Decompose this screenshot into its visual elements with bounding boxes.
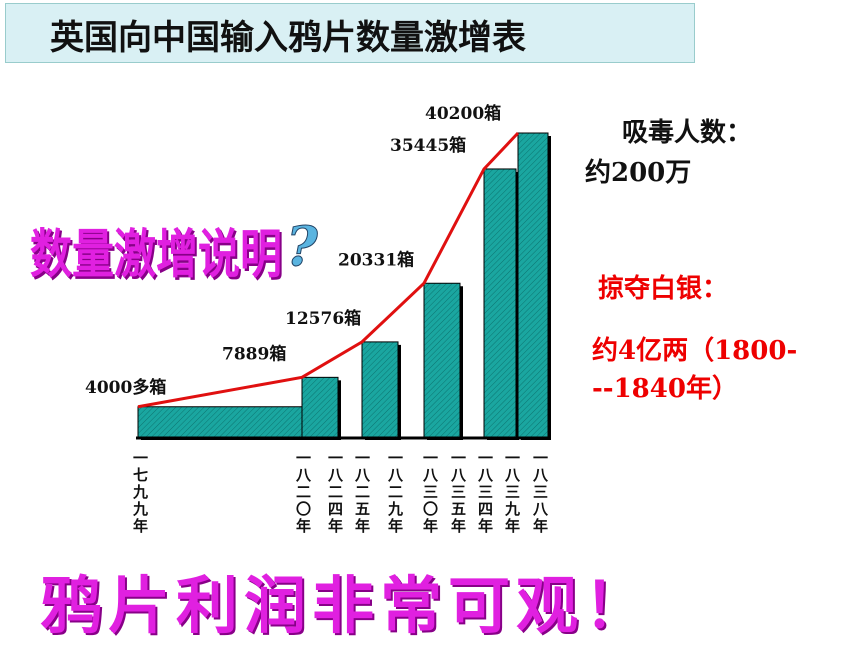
bar [483,168,517,438]
x-tick-label: 一八三八年 [531,450,549,535]
trend-line [137,131,520,409]
x-tick-label: 一八二九年 [386,450,404,535]
x-tick-label: 一八二〇年 [294,450,312,535]
value-label: 35445箱 [390,135,466,156]
silver-label: 掠夺白银： [598,274,729,304]
bar [137,406,303,438]
conclusion: 鸦片利润非常可观！ [40,569,653,642]
x-tick-label: 一八三九年 [503,450,521,535]
addicts-value: 约200万 [585,158,692,188]
x-tick-label: 一八三〇年 [421,450,439,535]
bar [423,282,461,438]
title-box [5,3,695,63]
x-tick-label: 一八二五年 [353,450,371,535]
value-label: 7889箱 [222,343,286,364]
bar [517,132,549,438]
bar [361,341,399,438]
question-mark: ? [286,215,319,275]
silver-value-1: 约4亿两（1800- [592,336,798,366]
question-heading: 数量激增说明 [30,223,283,285]
x-tick-label: 一八三四年 [476,450,494,535]
value-label: 12576箱 [285,308,361,329]
value-label: 20331箱 [338,249,414,270]
question-icon: ? [286,215,320,275]
value-label: 40200箱 [425,103,501,124]
value-label: 4000多箱 [85,377,166,398]
bar [301,376,339,438]
addicts-label: 吸毒人数： [622,118,753,148]
x-tick-label: 一八三五年 [449,450,467,535]
title: 英国向中国输入鸦片数量激增表 [50,18,526,58]
x-tick-label: 一七九九年 [131,450,149,535]
silver-value-2: --1840年） [592,374,738,404]
x-tick-label: 一八二四年 [326,450,344,535]
